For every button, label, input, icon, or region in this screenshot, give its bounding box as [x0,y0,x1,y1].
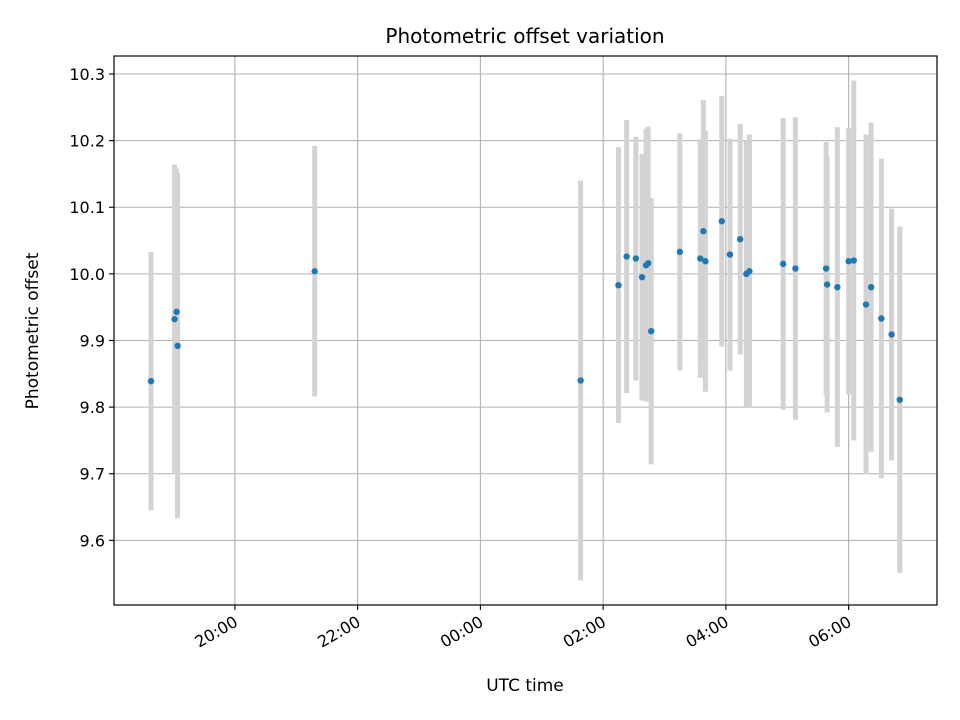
data-point [834,283,841,291]
data-point [676,248,684,256]
data-point [779,260,787,268]
data-point [888,331,895,338]
data-point [697,255,704,262]
data-point [638,273,646,281]
plot-frame [113,55,938,606]
data-point [878,315,885,322]
chart-title: Photometric offset variation [385,24,664,48]
data-point [896,396,903,403]
data-point [623,253,630,260]
data-point [746,268,753,275]
data-point [726,251,734,258]
data-point [792,265,799,272]
data-point [648,327,655,335]
data-point [174,342,181,350]
data-point [147,377,155,385]
data-point [822,265,830,272]
data-point [823,281,831,288]
data-point [862,301,870,308]
data-point [577,377,584,384]
y-tick-label: 9.8 [80,398,105,417]
y-tick-label: 10.2 [69,132,105,151]
y-tick-label: 10.1 [69,198,105,217]
data-point [737,236,744,243]
y-axis: 9.6 9.7 9.8 9.9 10.0 10.1 10.2 10.3 [69,65,114,550]
data-points [147,218,903,403]
data-point [632,255,640,262]
data-point [644,260,652,267]
data-point [702,258,709,265]
data-point [700,228,707,235]
data-point [850,257,857,264]
y-tick-label: 10.3 [69,65,105,84]
data-point [311,268,318,275]
data-point [171,315,178,323]
data-point [718,218,725,225]
data-point [867,283,875,291]
grid-lines [114,56,937,605]
y-tick-label: 9.7 [80,465,105,484]
y-tick-label: 9.6 [80,531,105,550]
data-point [845,258,852,265]
y-axis-label: Photometric offset [23,252,43,409]
data-point [615,281,622,289]
y-tick-label: 9.9 [80,331,105,350]
plot-area [114,56,937,605]
x-axis-label: UTC time [486,676,564,696]
data-point [173,308,180,316]
y-tick-label: 10.0 [69,265,105,284]
